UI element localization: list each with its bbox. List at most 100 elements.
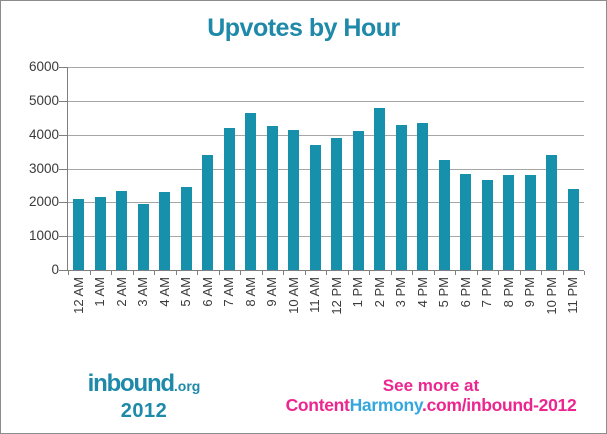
y-tick-label: 4000 xyxy=(28,126,59,142)
x-tick-label: 5 AM xyxy=(178,277,194,307)
x-tick-label: 12 AM xyxy=(70,277,86,314)
x-tick-label: 7 AM xyxy=(221,277,237,307)
gridline-3000 xyxy=(68,168,584,170)
x-tick-label: 10 PM xyxy=(543,277,559,315)
x-tick-16 xyxy=(412,271,413,275)
bar-12pm xyxy=(331,138,343,270)
bar-5am xyxy=(180,187,192,270)
y-tick-label: 5000 xyxy=(28,92,59,108)
chart-title: Upvotes by Hour xyxy=(207,14,400,42)
bar-6am xyxy=(202,154,214,270)
y-tick-0 xyxy=(59,270,68,271)
x-tick-label: 9 AM xyxy=(264,277,280,307)
bar-3pm xyxy=(395,124,407,270)
bar-12am xyxy=(73,198,85,270)
y-tick-4000 xyxy=(59,134,68,136)
x-tick-17 xyxy=(434,271,435,275)
bar-8pm xyxy=(503,175,515,270)
y-tick-label: 0 xyxy=(51,262,59,277)
bar-10am xyxy=(288,129,300,270)
x-tick-13 xyxy=(348,271,349,275)
logo-year: 2012 xyxy=(120,400,168,422)
logo-wordmark: inbound.org xyxy=(79,371,209,400)
bar-2pm xyxy=(374,107,386,270)
x-tick-10 xyxy=(283,271,284,275)
bar-5pm xyxy=(438,160,450,270)
promo-url: ContentHarmony.com/inbound-2012 xyxy=(263,395,599,416)
x-tick-label: 1 AM xyxy=(92,277,108,307)
bar-3am xyxy=(137,204,149,270)
bar-9pm xyxy=(524,175,536,270)
y-tick-2000 xyxy=(59,202,68,204)
x-tick-label: 5 PM xyxy=(436,277,452,308)
x-tick-4 xyxy=(154,271,155,275)
x-tick-label: 11 AM xyxy=(307,277,323,313)
x-tick-18 xyxy=(455,271,456,275)
x-axis-labels: 12 AM 1 AM 2 AM 3 AM 4 AM 5 AM 6 AM 7 AM 8 AM 9 A… xyxy=(68,271,584,333)
logo-tld-text: .org xyxy=(173,378,201,394)
x-tick-22 xyxy=(541,271,542,275)
x-tick-15 xyxy=(391,271,392,275)
x-tick-label: 8 PM xyxy=(500,277,516,308)
promo-url-path: .com/inbound-2012 xyxy=(422,395,577,415)
y-tick-label: 6000 xyxy=(28,59,59,74)
footer: inbound.org 2012 See more at ContentHarm… xyxy=(1,361,606,433)
bar-11pm xyxy=(567,188,579,270)
x-tick-2 xyxy=(111,271,112,275)
x-tick-label: 3 PM xyxy=(393,277,409,308)
x-tick-3 xyxy=(133,271,134,275)
x-tick-6 xyxy=(197,271,198,275)
bar-7am xyxy=(223,127,235,270)
x-tick-label: 7 PM xyxy=(479,277,495,308)
y-tick-label: 2000 xyxy=(28,194,59,210)
x-tick-1 xyxy=(90,271,91,275)
bar-9am xyxy=(266,126,278,270)
x-tick-21 xyxy=(520,271,521,275)
x-tick-7 xyxy=(219,271,220,275)
x-tick-label: 4 AM xyxy=(156,277,172,307)
promo-url-harmony: Harmony xyxy=(349,395,423,415)
y-tick-6000 xyxy=(59,67,68,68)
y-tick-5000 xyxy=(59,100,68,102)
bar-7pm xyxy=(481,180,493,270)
promo-see-more: See more at xyxy=(382,376,480,395)
x-tick-label: 1 PM xyxy=(350,277,366,308)
x-tick-24 xyxy=(584,271,585,275)
y-axis-labels: 0 1000 2000 3000 4000 5000 6000 xyxy=(1,59,59,277)
gridline-4000 xyxy=(68,134,584,136)
x-tick-label: 2 PM xyxy=(371,277,387,308)
x-tick-label: 12 PM xyxy=(328,277,344,315)
bar-1am xyxy=(94,197,106,270)
bar-4am xyxy=(159,192,171,270)
y-tick-3000 xyxy=(59,168,68,170)
x-tick-label: 4 PM xyxy=(414,277,430,308)
x-tick-9 xyxy=(262,271,263,275)
bar-10pm xyxy=(546,154,558,270)
logo-name-text: inbound xyxy=(87,370,175,397)
bar-6pm xyxy=(460,173,472,270)
bar-8am xyxy=(245,112,257,270)
x-tick-19 xyxy=(477,271,478,275)
promo-url-content: Content xyxy=(285,395,350,415)
x-tick-label: 9 PM xyxy=(522,277,538,308)
plot-area xyxy=(59,67,585,275)
bar-11am xyxy=(309,144,321,270)
promo-text: See more at ContentHarmony.com/inbound-2… xyxy=(263,376,599,416)
y-tick-label: 3000 xyxy=(28,160,59,176)
bar-1pm xyxy=(352,131,364,270)
x-tick-11 xyxy=(305,271,306,275)
y-tick-1000 xyxy=(59,236,68,238)
x-tick-label: 11 PM xyxy=(565,277,581,314)
x-tick-8 xyxy=(240,271,241,275)
x-tick-label: 6 PM xyxy=(457,277,473,308)
x-tick-14 xyxy=(369,271,370,275)
gridline-6000 xyxy=(68,67,584,68)
x-tick-label: 3 AM xyxy=(135,277,151,307)
y-tick-label: 1000 xyxy=(28,228,59,244)
x-tick-23 xyxy=(563,271,564,275)
x-tick-0 xyxy=(68,271,69,275)
gridline-5000 xyxy=(68,100,584,102)
x-tick-label: 2 AM xyxy=(113,277,129,307)
x-tick-label: 8 AM xyxy=(242,277,258,307)
